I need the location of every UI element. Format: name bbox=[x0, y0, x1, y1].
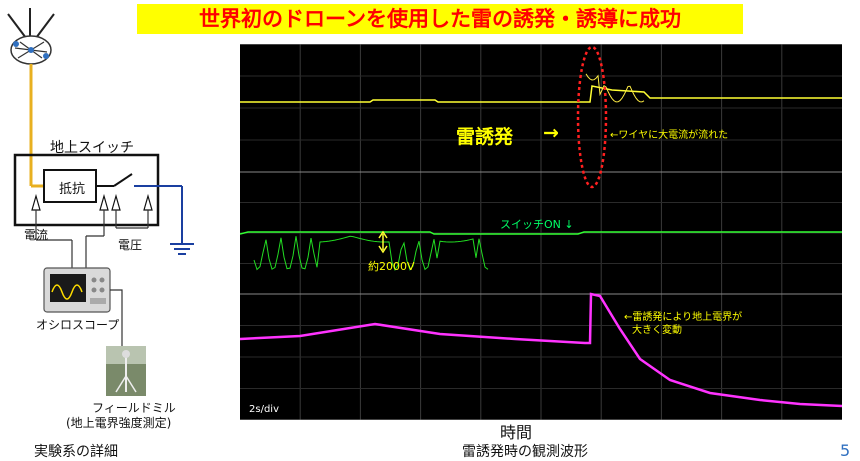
field-strength-trace bbox=[240, 292, 842, 408]
setup-schematic bbox=[7, 8, 194, 396]
voltage-trace bbox=[240, 231, 842, 235]
drone-icon bbox=[7, 8, 55, 65]
resistor-label: 抵抗 bbox=[59, 182, 86, 197]
page-number: 5 bbox=[840, 441, 851, 460]
field-axis-label: 地上電界強度 (kV/m) bbox=[214, 277, 228, 394]
field-mill-sub-label: (地上電界強度測定) bbox=[66, 416, 172, 430]
waveform-display: 電流(A) 電圧(V) 地上電界強度 (kV/m) 雷誘発 → ←ワイヤに大電流… bbox=[214, 44, 842, 420]
resistor-box bbox=[43, 169, 97, 203]
voltage-axis-label: 電圧(V) bbox=[226, 216, 240, 258]
voltage-label: 電圧 bbox=[118, 238, 143, 252]
switch-on-label: スイッチON ↓ bbox=[500, 218, 574, 231]
field-change-note-2: 大きく変動 bbox=[632, 325, 682, 336]
field-change-note-1: ←雷誘発により地上電界が bbox=[624, 312, 743, 323]
voltage-trace-noise bbox=[253, 235, 489, 272]
experiment-setup-diagram: 地上スイッチ 抵抗 電流 電圧 オシロスコープ フィールドミル (地上電界強度測… bbox=[0, 0, 240, 461]
field-mill-label: フィールドミル bbox=[92, 401, 176, 415]
setup-caption: 実験系の詳細 bbox=[34, 444, 118, 460]
trigger-highlight-ellipse bbox=[576, 45, 608, 189]
current-axis-label: 電流(A) bbox=[226, 92, 240, 134]
oscilloscope-label: オシロスコープ bbox=[36, 318, 120, 332]
switch-lever bbox=[113, 173, 133, 187]
voltage-amplitude-label: 約2000V bbox=[368, 260, 415, 273]
oscilloscope-icon bbox=[43, 267, 111, 313]
ground-switch-box bbox=[13, 153, 160, 227]
time-axis-label: 時間 bbox=[500, 423, 533, 442]
waveform-caption: 雷誘発時の観測波形 bbox=[462, 444, 588, 460]
ground-switch-label: 地上スイッチ bbox=[50, 140, 134, 156]
current-label: 電流 bbox=[24, 228, 49, 242]
field-mill-photo bbox=[106, 346, 146, 396]
triggered-arrow: → bbox=[543, 122, 559, 144]
current-trace bbox=[240, 85, 842, 103]
lightning-triggered-label: 雷誘発 bbox=[456, 126, 514, 148]
time-per-division-label: 2s/div bbox=[246, 403, 282, 416]
current-trace-burst bbox=[585, 73, 645, 103]
page-title: 世界初のドローンを使用した雷の誘発・誘導に成功 bbox=[137, 4, 743, 34]
waveform-plot bbox=[240, 44, 842, 420]
wire-current-note: ←ワイヤに大電流が流れた bbox=[610, 130, 729, 141]
